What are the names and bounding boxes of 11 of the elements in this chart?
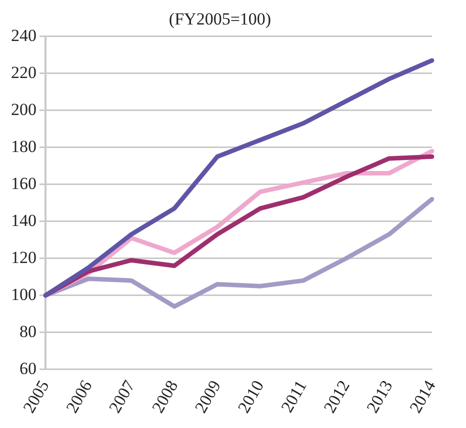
y-tick-label: 200 bbox=[11, 100, 36, 119]
y-tick-label: 160 bbox=[11, 174, 36, 193]
y-tick-label: 100 bbox=[11, 284, 36, 304]
y-tick-label: 120 bbox=[11, 248, 36, 267]
y-tick-label: 140 bbox=[11, 210, 36, 230]
y-tick-label: 220 bbox=[11, 62, 36, 82]
y-tick-label: 180 bbox=[11, 136, 36, 156]
y-tick-label: 240 bbox=[11, 26, 36, 45]
chart-title: (FY2005=100) bbox=[168, 10, 272, 29]
y-tick-label: 80 bbox=[20, 322, 36, 341]
y-tick-label: 60 bbox=[20, 358, 36, 378]
